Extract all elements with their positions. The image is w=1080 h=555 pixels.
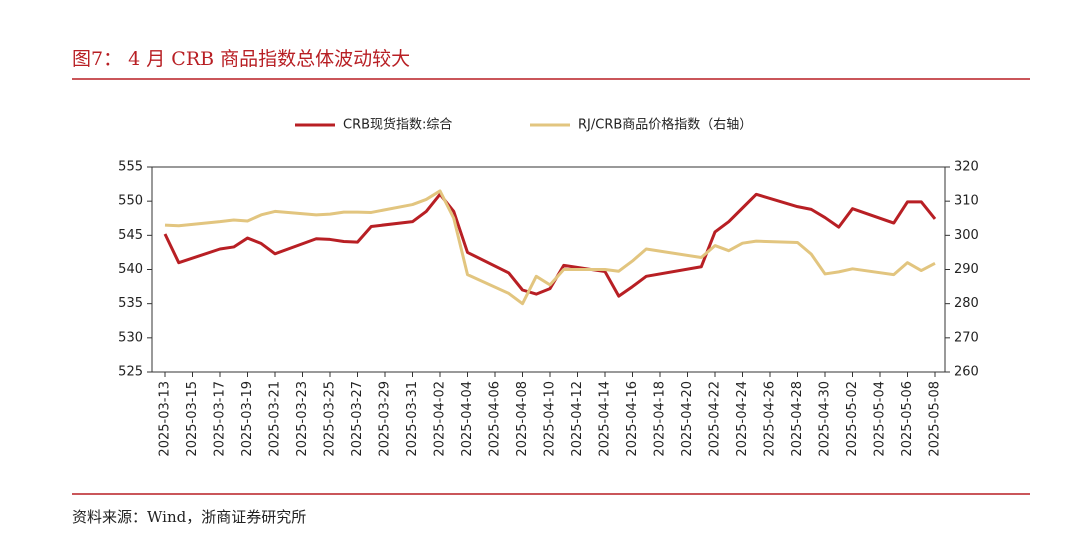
x-tick-label: 2025-05-04 <box>873 381 888 457</box>
series-line <box>164 189 936 306</box>
y-tick-label: 530 <box>118 330 143 345</box>
x-tick-label: 2025-04-10 <box>543 381 558 457</box>
x-tick-label: 2025-03-29 <box>378 381 393 457</box>
plot-frame <box>151 166 946 373</box>
x-tick-label: 2025-05-06 <box>900 381 915 457</box>
x-tick-label: 2025-04-20 <box>680 381 695 457</box>
x-tick-label: 2025-04-14 <box>598 381 613 457</box>
x-tick-label: 2025-03-17 <box>213 381 228 457</box>
legend-label: CRB现货指数:综合 <box>343 117 452 133</box>
x-tick-label: 2025-04-18 <box>653 381 668 457</box>
y2-tick-label: 290 <box>954 262 979 277</box>
x-tick-label: 2025-04-02 <box>433 381 448 457</box>
x-tick-label: 2025-04-22 <box>708 381 723 457</box>
x-tick-label: 2025-04-24 <box>735 381 750 457</box>
series-line <box>163 192 937 298</box>
y2-tick-label: 280 <box>954 296 979 311</box>
x-tick-label: 2025-04-12 <box>570 381 585 457</box>
x-tick-label: 2025-04-04 <box>460 381 475 457</box>
x-tick-label: 2025-03-31 <box>405 381 420 457</box>
x-tick-label: 2025-03-25 <box>323 381 338 457</box>
y-tick-label: 540 <box>118 262 143 277</box>
x-tick-label: 2025-03-13 <box>158 381 173 457</box>
x-tick-label: 2025-03-19 <box>240 381 255 457</box>
y-tick-label: 545 <box>118 228 143 243</box>
y2-tick-label: 270 <box>954 330 979 345</box>
x-tick-label: 2025-04-06 <box>488 381 503 457</box>
y2-tick-label: 260 <box>954 365 979 380</box>
x-tick-label: 2025-04-28 <box>790 381 805 457</box>
y2-tick-label: 310 <box>954 194 979 209</box>
x-tick-label: 2025-04-08 <box>515 381 530 457</box>
y-tick-label: 535 <box>118 296 143 311</box>
x-tick-label: 2025-05-02 <box>845 381 860 457</box>
legend-label: RJ/CRB商品价格指数（右轴） <box>578 117 752 133</box>
x-tick-label: 2025-03-15 <box>185 381 200 457</box>
y2-tick-label: 300 <box>954 228 979 243</box>
y-tick-label: 550 <box>118 194 143 209</box>
x-tick-label: 2025-03-21 <box>268 381 283 457</box>
x-tick-label: 2025-04-26 <box>763 381 778 457</box>
x-tick-label: 2025-03-23 <box>295 381 310 457</box>
source: 资料来源：Wind，浙商证券研究所 <box>72 508 306 526</box>
x-tick-label: 2025-04-30 <box>818 381 833 457</box>
y2-tick-label: 320 <box>954 160 979 175</box>
x-tick-label: 2025-04-16 <box>625 381 640 457</box>
y-tick-label: 525 <box>118 365 143 380</box>
x-tick-label: 2025-03-27 <box>350 381 365 457</box>
y-tick-label: 555 <box>118 160 143 175</box>
x-tick-label: 2025-05-08 <box>928 381 943 457</box>
chart-title: 图7： 4 月 CRB 商品指数总体波动较大 <box>72 48 410 70</box>
